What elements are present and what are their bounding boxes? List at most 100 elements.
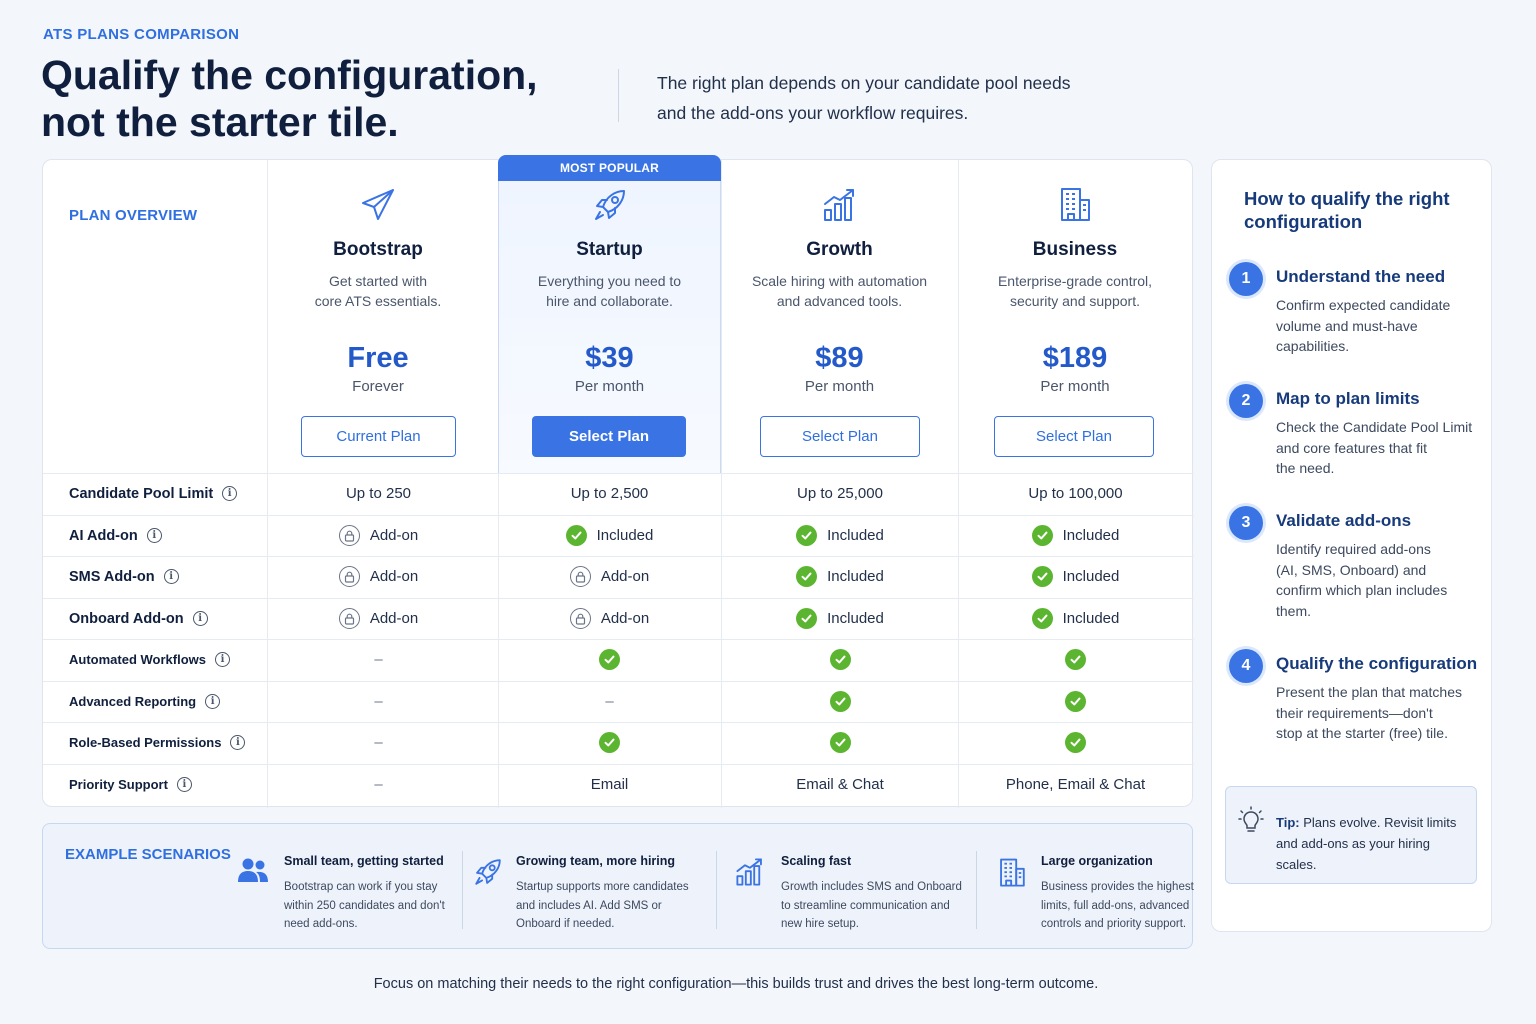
select-plan-startup-button[interactable]: Select Plan (532, 416, 686, 457)
plan-description: Get started with core ATS essentials. (314, 273, 442, 309)
step-description: Identify required add-ons (AI, SMS, Onboa… (1276, 539, 1481, 621)
scenario-item: Small team, getting started Bootstrap can… (236, 850, 456, 936)
column-divider (498, 160, 499, 808)
info-icon[interactable]: i (176, 777, 192, 792)
feature-cell: – (267, 681, 490, 722)
scenario-description: Business provides the highest limits, ful… (1041, 878, 1223, 934)
step-description-line: Check the Candidate Pool Limit (1276, 419, 1473, 435)
lock-icon (569, 608, 591, 629)
row-divider (43, 764, 1194, 765)
info-icon[interactable]: i (215, 652, 230, 667)
row-divider (43, 681, 1194, 682)
lock-icon (338, 525, 360, 546)
feature-label: Advanced Reporting i (69, 681, 221, 722)
row-divider (43, 722, 1194, 723)
feature-cell: Add-on (267, 598, 490, 639)
feature-value: Included (827, 568, 884, 585)
info-icon[interactable]: i (163, 569, 179, 584)
check-icon (1065, 649, 1086, 670)
rocket-icon (472, 856, 504, 893)
step-description-line: Present the plan that matches (1276, 684, 1462, 700)
step-description-line: the need. (1276, 460, 1335, 476)
info-icon[interactable]: i (205, 694, 221, 709)
feature-cell: – (267, 764, 490, 805)
feature-value: Add-on (369, 568, 419, 585)
plan-column-business: Business Enterprise-grade control, secur… (958, 185, 1192, 457)
info-icon[interactable]: i (146, 528, 162, 543)
qualify-guide-title: How to qualify the right configuration (1244, 188, 1450, 232)
qualify-step: 3 Validate add-ons Identify required add-o… (1229, 506, 1479, 619)
feature-cell: – (499, 681, 720, 722)
example-scenarios-label: EXAMPLE SCENARIOS (65, 846, 231, 863)
check-icon (829, 732, 851, 753)
plan-period: Per month (574, 378, 645, 395)
feature-cell (722, 722, 958, 763)
scenario-title: Growing team, more hiring (516, 854, 676, 868)
tip-text: Tip: Plans evolve. Revisit limits and ad… (1276, 815, 1457, 872)
feature-cell (959, 639, 1192, 680)
feature-label-text: AI Add-on (69, 527, 138, 544)
step-description-line: confirm which plan includes (1276, 582, 1448, 598)
feature-label: SMS Add-on i (69, 556, 179, 597)
feature-value: Phone, Email & Chat (1005, 776, 1146, 793)
feature-cell: – (267, 722, 490, 763)
feature-cell: Add-on (499, 598, 720, 639)
scenario-description: Growth includes SMS and Onboard to stream… (781, 878, 963, 934)
feature-label: Role-Based Permissions i (69, 722, 246, 763)
step-description-line: volume and must-have (1276, 317, 1418, 334)
info-icon[interactable]: i (222, 486, 238, 501)
feature-cell: Included (959, 515, 1192, 556)
lock-icon (338, 608, 360, 629)
scenario-divider (976, 851, 977, 929)
feature-label-text: Priority Support (69, 777, 168, 792)
select-plan-growth-button[interactable]: Select Plan (760, 416, 920, 457)
select-plan-business-button[interactable]: Select Plan (994, 416, 1154, 457)
plan-description: Scale hiring with automation and advance… (751, 273, 928, 309)
feature-label: Candidate Pool Limit i (69, 473, 238, 514)
feature-cell: Up to 250 (267, 473, 490, 514)
scenario-title: Scaling fast (781, 854, 852, 868)
row-divider (43, 515, 1194, 516)
scenario-description-line: need add-ons. (284, 918, 358, 930)
qualify-step: 1 Understand the need Confirm expected can… (1229, 262, 1479, 372)
feature-cell (499, 639, 720, 680)
not-available-dash: – (374, 734, 383, 751)
check-icon (1065, 691, 1086, 712)
feature-value: Up to 100,000 (1028, 485, 1123, 502)
scenario-description-line: Startup supports more candidates (516, 881, 689, 893)
feature-label-text: Candidate Pool Limit (69, 485, 214, 502)
scenario-description-line: within 250 candidates and don't (284, 899, 445, 912)
feature-label: Onboard Add-on i (69, 598, 208, 639)
feature-value: Up to 250 (345, 485, 412, 502)
feature-value: Included (596, 527, 654, 544)
check-icon (829, 649, 851, 670)
scenario-description: Bootstrap can work if you stay within 250… (284, 878, 466, 934)
step-description-line: them. (1276, 602, 1312, 619)
scenario-item: Growing team, more hiring Startup support… (472, 850, 692, 936)
rocket-icon (498, 185, 721, 225)
scenario-description-line: Bootstrap can work if you stay (284, 881, 438, 893)
plan-description: Everything you need to hire and collabor… (537, 273, 682, 309)
check-icon (796, 525, 818, 546)
check-icon (796, 566, 818, 587)
page-title: Qualify the configuration, not the start… (41, 52, 538, 145)
feature-cell: Add-on (267, 556, 490, 597)
current-plan-button[interactable]: Current Plan (301, 416, 456, 457)
check-icon (1065, 732, 1086, 753)
feature-cell: Up to 25,000 (722, 473, 958, 514)
check-icon (796, 608, 818, 629)
info-icon[interactable]: i (192, 611, 208, 626)
building-icon (958, 185, 1192, 225)
step-description-line: Identify required add-ons (1276, 541, 1431, 557)
plan-name: Startup (576, 239, 643, 260)
step-description-line: stop at the starter (free) tile. (1276, 725, 1448, 741)
row-divider (43, 473, 1194, 474)
team-icon (236, 856, 270, 891)
info-icon[interactable]: i (230, 735, 246, 750)
feature-value: Add-on (600, 568, 650, 585)
scenario-description-line: to streamline communication and (781, 899, 950, 912)
feature-label-text: SMS Add-on (69, 568, 155, 585)
check-icon (599, 649, 620, 670)
feature-label: Priority Support i (69, 764, 192, 805)
plan-overview-label: PLAN OVERVIEW (69, 207, 198, 224)
